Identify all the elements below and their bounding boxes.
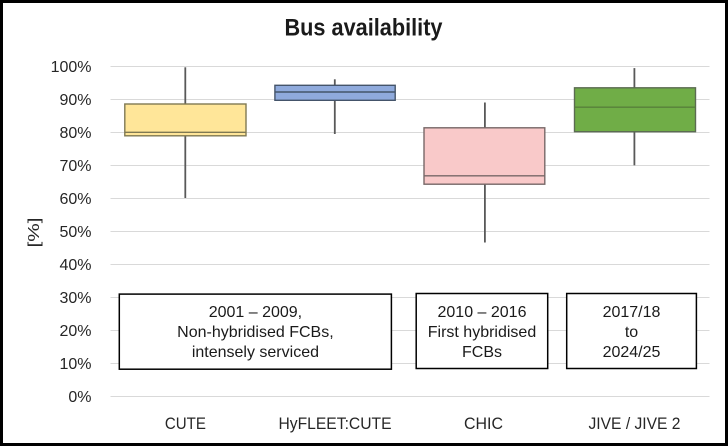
svg-text:2010 – 2016: 2010 – 2016 (438, 304, 527, 321)
svg-text:60%: 60% (59, 191, 91, 208)
svg-text:2017/18: 2017/18 (603, 304, 661, 321)
svg-text:80%: 80% (59, 125, 91, 142)
svg-text:[%]: [%] (26, 218, 43, 248)
svg-text:40%: 40% (59, 257, 91, 274)
svg-text:100%: 100% (51, 59, 92, 76)
svg-text:50%: 50% (59, 224, 91, 241)
svg-text:First hybridised: First hybridised (428, 324, 536, 341)
svg-text:JIVE / JIVE 2: JIVE / JIVE 2 (589, 414, 681, 433)
svg-text:90%: 90% (59, 92, 91, 109)
svg-text:CUTE: CUTE (165, 414, 206, 433)
svg-text:Bus availability: Bus availability (285, 15, 444, 42)
svg-text:FCBs: FCBs (462, 344, 502, 361)
svg-text:20%: 20% (59, 323, 91, 340)
svg-text:2001 – 2009,: 2001 – 2009, (209, 304, 302, 321)
svg-text:30%: 30% (59, 290, 91, 307)
svg-text:CHIC: CHIC (464, 414, 503, 433)
svg-text:10%: 10% (59, 356, 91, 373)
svg-text:0%: 0% (68, 389, 91, 406)
svg-text:to: to (625, 324, 638, 341)
svg-text:Non-hybridised FCBs,: Non-hybridised FCBs, (177, 324, 334, 341)
svg-text:70%: 70% (59, 158, 91, 175)
svg-text:HyFLEET:CUTE: HyFLEET:CUTE (279, 414, 392, 433)
svg-text:2024/25: 2024/25 (603, 344, 661, 361)
svg-text:intensely serviced: intensely serviced (192, 344, 319, 361)
